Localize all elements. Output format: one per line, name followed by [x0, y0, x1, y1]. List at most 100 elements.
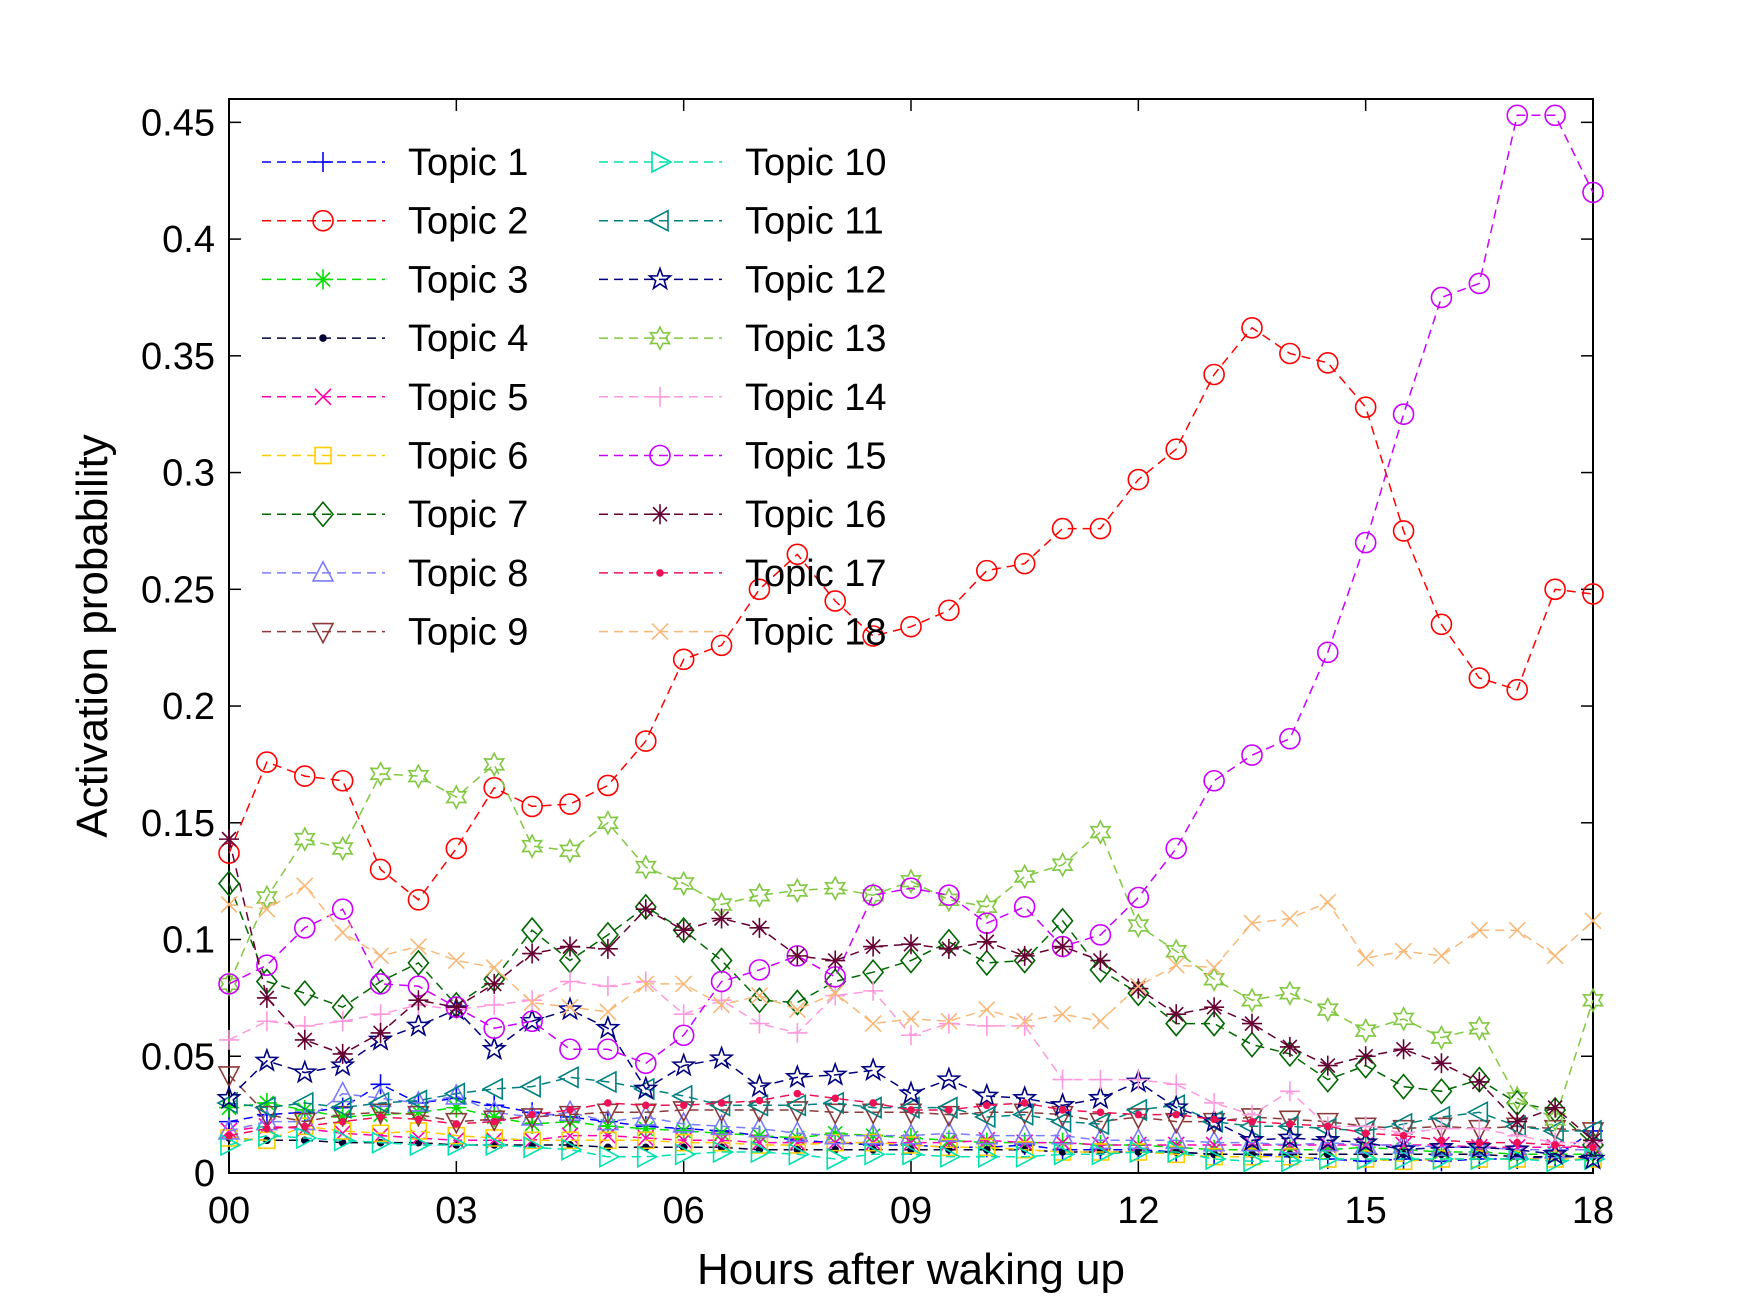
data-point	[1134, 1110, 1143, 1119]
data-point	[1432, 1147, 1455, 1171]
legend-marker	[648, 325, 672, 351]
data-point	[938, 1130, 959, 1151]
data-point	[861, 1122, 885, 1145]
data-point	[900, 615, 922, 638]
series-line	[228, 1076, 1593, 1132]
data-point	[1013, 896, 1036, 918]
legend-marker	[313, 269, 333, 290]
data-point	[481, 1035, 507, 1061]
legend-item: Topic 12	[599, 259, 887, 301]
data-point	[1430, 613, 1453, 636]
data-point	[407, 889, 430, 911]
data-point	[1058, 1106, 1067, 1114]
data-point	[1165, 438, 1188, 461]
legend-marker	[650, 504, 670, 525]
data-point	[338, 1117, 347, 1126]
data-point	[292, 1091, 314, 1115]
data-point	[1546, 1150, 1568, 1173]
data-point	[370, 1022, 391, 1043]
data-point	[566, 1106, 574, 1114]
data-point	[633, 1075, 659, 1100]
data-point	[599, 1003, 617, 1021]
data-point	[864, 1133, 882, 1152]
data-point	[974, 1082, 1000, 1107]
data-point	[1243, 1150, 1265, 1173]
data-point	[1317, 1055, 1338, 1076]
data-point	[523, 1135, 545, 1159]
data-point	[784, 1063, 811, 1089]
data-point	[1014, 1015, 1035, 1036]
data-point	[1430, 1117, 1453, 1140]
data-point	[862, 625, 884, 647]
x-axis-title: Hours after waking up	[697, 1245, 1125, 1294]
data-point	[408, 1102, 429, 1123]
data-point	[708, 1045, 735, 1070]
legend-marker	[651, 150, 673, 174]
data-point	[1278, 1110, 1302, 1133]
data-point	[1203, 363, 1225, 386]
data-point	[445, 1112, 468, 1135]
data-point	[710, 634, 733, 657]
data-point	[1544, 578, 1566, 601]
data-point	[711, 908, 732, 929]
data-point	[1354, 1017, 1377, 1044]
data-point	[1053, 1005, 1072, 1023]
data-point	[1011, 1103, 1034, 1126]
data-point	[447, 951, 465, 970]
data-point	[710, 1113, 733, 1136]
data-point	[975, 949, 998, 977]
data-point	[1316, 352, 1339, 374]
data-point	[824, 590, 847, 612]
data-point	[369, 973, 392, 995]
data-point	[1165, 837, 1188, 860]
data-point	[976, 1015, 997, 1036]
data-point	[1205, 1147, 1227, 1171]
data-point	[1317, 1139, 1338, 1160]
data-point	[750, 986, 769, 1005]
data-point	[1319, 893, 1337, 911]
x-tick-label: 15	[1345, 1190, 1387, 1232]
data-point	[1204, 997, 1225, 1018]
data-point	[369, 1103, 392, 1126]
legend-item: Topic 18	[599, 612, 887, 654]
legend-marker	[647, 265, 673, 291]
data-point	[256, 987, 277, 1008]
data-point	[1013, 863, 1036, 890]
data-point	[864, 1142, 886, 1166]
data-point	[521, 916, 544, 944]
data-point	[528, 1110, 536, 1119]
data-point	[258, 900, 276, 918]
data-point	[1466, 1133, 1493, 1159]
legend-label: Topic 6	[408, 436, 528, 478]
legend-item: Topic 13	[599, 318, 887, 360]
data-point	[1248, 1117, 1256, 1126]
data-point	[1315, 1126, 1341, 1152]
y-tick-label: 0.1	[162, 920, 215, 962]
legend-label: Topic 9	[408, 612, 528, 654]
data-point	[1241, 744, 1263, 766]
data-point	[1089, 924, 1112, 946]
legend-label: Topic 4	[408, 318, 528, 360]
data-point	[332, 1106, 353, 1127]
data-point	[254, 1096, 276, 1119]
legend-label: Topic 11	[745, 201, 884, 243]
data-point	[293, 979, 316, 1007]
data-point	[1584, 912, 1602, 930]
data-point	[559, 1038, 581, 1061]
data-point	[634, 730, 657, 752]
data-point	[216, 1091, 238, 1115]
data-point	[559, 793, 581, 815]
data-point	[599, 1145, 621, 1168]
data-point	[1278, 980, 1301, 1006]
data-point	[1354, 1052, 1377, 1079]
data-point	[907, 1106, 915, 1114]
data-point	[710, 970, 733, 993]
data-point	[635, 1118, 656, 1139]
data-point	[596, 810, 619, 836]
data-point	[673, 1004, 694, 1025]
y-tick-label: 0.45	[141, 102, 215, 144]
legend-item: Topic 1	[262, 142, 528, 184]
data-point	[976, 1132, 997, 1153]
legend-marker	[647, 209, 669, 233]
data-point	[788, 1142, 811, 1166]
